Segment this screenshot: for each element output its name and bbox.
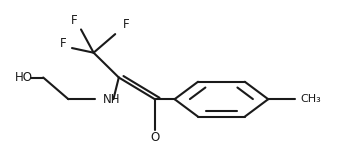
Text: O: O <box>150 131 159 144</box>
Text: CH₃: CH₃ <box>301 94 321 104</box>
Text: F: F <box>123 18 129 31</box>
Text: NH: NH <box>103 93 120 106</box>
Text: HO: HO <box>14 71 32 84</box>
Text: F: F <box>71 14 77 27</box>
Text: F: F <box>60 37 66 50</box>
